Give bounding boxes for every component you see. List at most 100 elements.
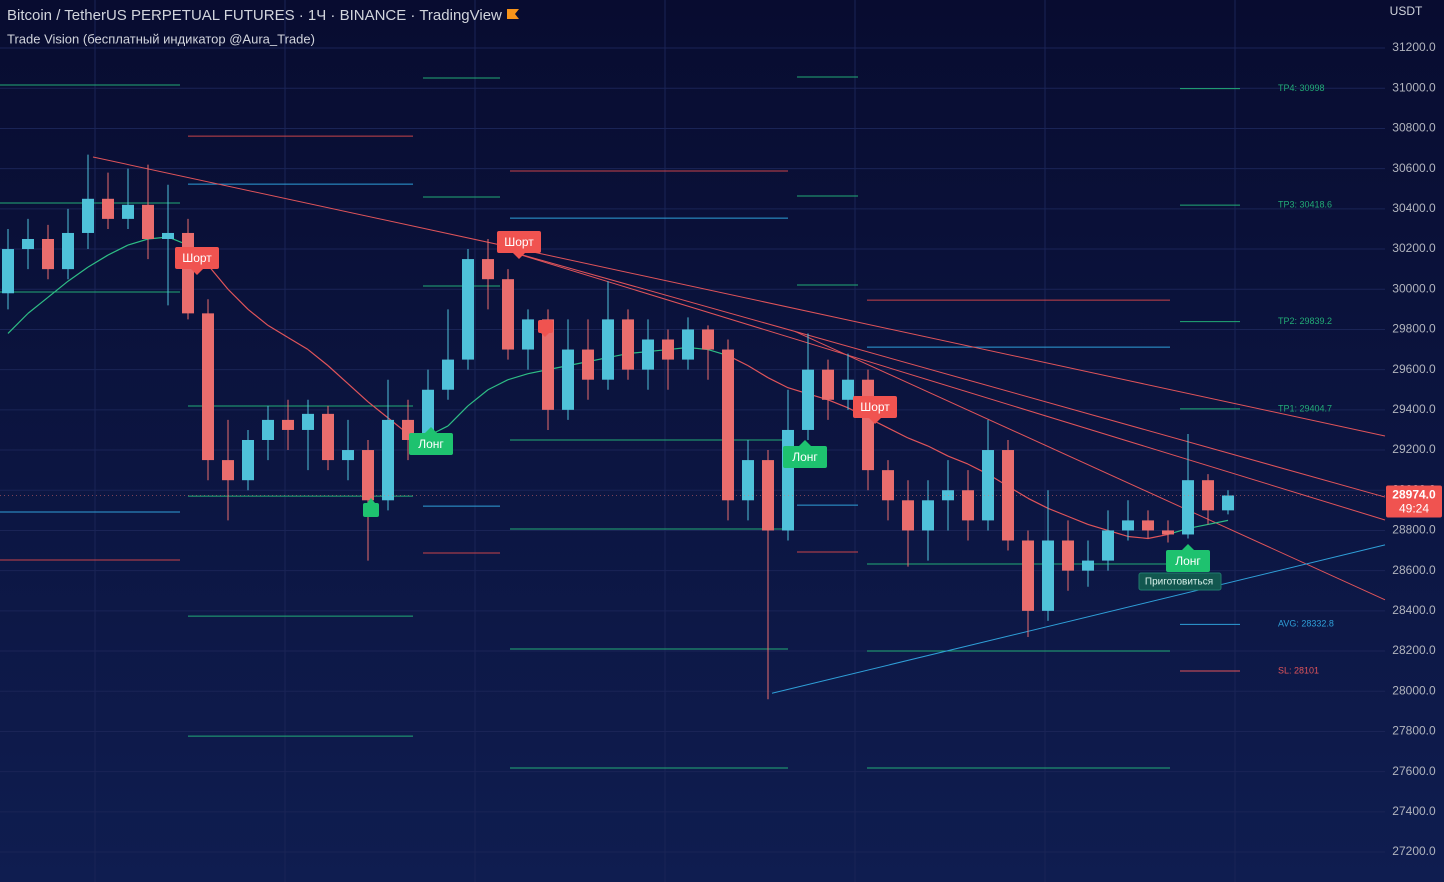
candle-body [822,369,834,400]
ma-segment [827,399,849,409]
ma-segment [87,254,109,268]
candle-body [702,329,714,350]
candle-body [1082,560,1094,571]
candle-body [82,198,94,233]
candle-body [162,232,174,239]
indicator-name: Trade Vision (бесплатный индикатор @Aura… [7,31,315,46]
level-label: TP2: 29839.2 [1278,316,1332,326]
signal-marker [538,320,553,333]
ma-segment [47,280,69,298]
level-label: SL: 28101 [1278,665,1319,675]
y-tick-label: 29400.0 [1392,402,1436,416]
candle-body [22,238,34,250]
ma-segment [267,324,289,338]
price-label: 28974.0 [1392,488,1436,502]
ma-segment [287,336,309,351]
ma-segment [347,383,369,403]
signal-text: Лонг [418,437,444,451]
candle-body [302,413,314,430]
candle-body [722,349,734,501]
ma-segment [227,288,249,310]
trendline [504,249,1386,498]
y-tick-label: 30600.0 [1392,161,1436,175]
ma-segment [1207,519,1229,526]
ma-segment [887,427,909,439]
signal-pointer [1182,544,1194,550]
candle-body [682,329,694,360]
signal-text: Лонг [792,450,818,464]
y-tick-label: 30000.0 [1392,281,1436,295]
candle-body [542,319,554,410]
candle-body [602,319,614,380]
candle-body [882,470,894,501]
ma-segment [907,437,929,447]
signal-badge [497,231,541,253]
ma-segment [1087,523,1109,532]
candle-body [342,450,354,461]
ma-segment [447,405,469,427]
candle-body [1162,530,1174,535]
candle-body [262,419,274,440]
ma-segment [487,379,509,391]
candle-body [562,349,574,410]
ma-segment [747,365,769,379]
ma-segment [1027,497,1049,509]
ma-segment [1047,507,1069,517]
trendline [794,330,1386,601]
y-tick-label: 27800.0 [1392,724,1436,738]
candle-body [1122,520,1134,531]
signal-pointer [191,269,203,275]
candle-body [282,419,294,430]
candle-body [322,413,334,461]
candle-body [962,490,974,521]
candle-body [982,450,994,521]
y-tick-label: 28800.0 [1392,523,1436,537]
candle-body [182,232,194,314]
candle-body [2,249,14,294]
y-tick-label: 27600.0 [1392,764,1436,778]
candle-body [862,379,874,471]
ma-segment [307,349,329,367]
trendline [771,544,1386,694]
candle-body [742,460,754,501]
level-label: TP3: 30418.6 [1278,199,1332,209]
flag-icon [507,9,519,19]
signal-text: Шорт [504,235,534,249]
signal-pointer [799,440,811,446]
ma-segment [27,296,49,314]
ma-segment [1147,533,1169,540]
trendline [504,249,1386,521]
ma-segment [467,389,489,407]
signal-badge [1166,550,1210,572]
signal-text: Шорт [182,251,212,265]
candle-body [202,313,214,461]
y-tick-label: 29200.0 [1392,442,1436,456]
ma-segment [127,238,149,246]
currency: USDT [1390,4,1423,18]
vertical-grid [94,0,1236,882]
y-tick-label: 28600.0 [1392,563,1436,577]
candle-body [1142,520,1154,531]
price-badge [1386,485,1442,518]
ma-segment [767,377,789,389]
ma-segment [367,401,389,419]
ma-segment [247,308,269,326]
candle-body [902,500,914,531]
prepare-badge [1138,572,1222,591]
signal-badge [783,446,827,468]
signal-text: Шорт [860,400,890,414]
candle-body [1222,495,1234,511]
signal-pointer [513,253,525,259]
candle-body [1042,540,1054,611]
y-tick-label: 28200.0 [1392,643,1436,657]
candle-body [922,500,934,531]
candle-body [122,204,134,219]
candle-body [42,238,54,270]
ma-segment [207,264,229,290]
y-tick-label: 30800.0 [1392,121,1436,135]
y-tick-label: 28000.0 [1392,683,1436,697]
candle-body [642,339,654,370]
signal-badge [175,247,219,269]
